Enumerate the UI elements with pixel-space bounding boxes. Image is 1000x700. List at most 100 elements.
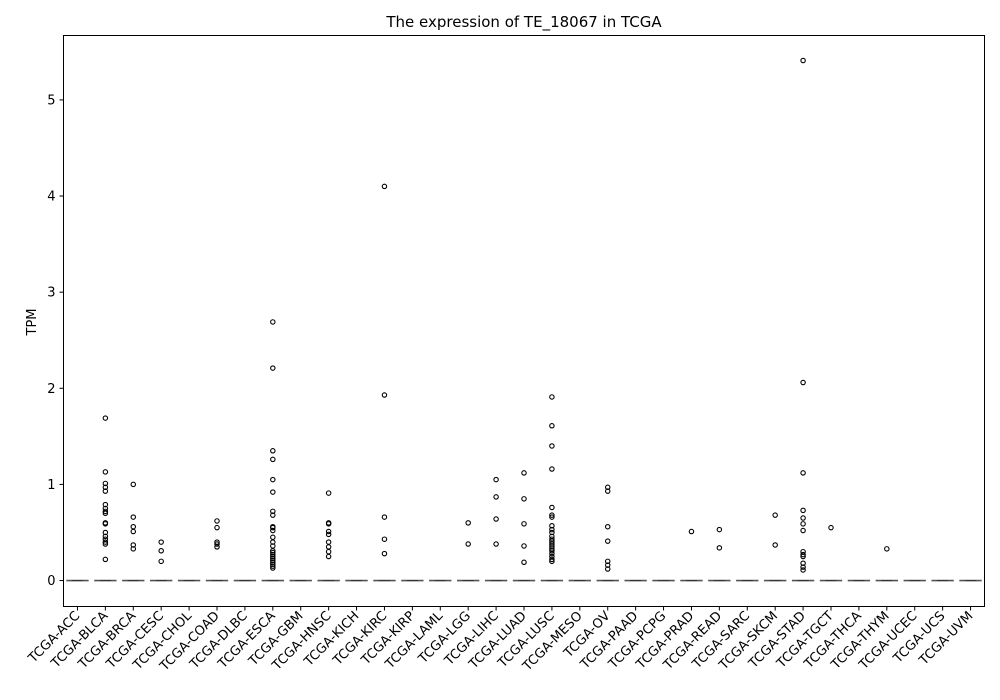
- outlier-point: [130, 481, 137, 488]
- outlier-point: [381, 514, 388, 520]
- outlier-point: [521, 521, 527, 527]
- outlier-point: [214, 518, 220, 524]
- outlier-point: [800, 57, 806, 64]
- outlier-point: [716, 526, 723, 533]
- outlier-point: [604, 488, 611, 494]
- y-tick-label: 2: [47, 382, 55, 397]
- outlier-point: [102, 415, 109, 421]
- outlier-point: [800, 567, 806, 573]
- outlier-point: [214, 541, 220, 547]
- outlier-point: [270, 557, 276, 564]
- outlier-point: [521, 496, 527, 502]
- outlier-point: [158, 539, 164, 545]
- outlier-point: [884, 546, 890, 552]
- outlier-point: [270, 448, 276, 454]
- y-tick-label: 3: [47, 286, 55, 301]
- outlier-point: [800, 564, 806, 570]
- outlier-point: [102, 529, 109, 536]
- outlier-point: [828, 524, 834, 531]
- outlier-point: [549, 529, 555, 536]
- outlier-point: [325, 490, 332, 496]
- outlier-point: [270, 527, 276, 534]
- outlier-point: [604, 484, 611, 491]
- outlier-point: [800, 507, 806, 514]
- outlier-point: [549, 547, 555, 554]
- outlier-point: [270, 549, 276, 556]
- outlier-point: [604, 523, 611, 530]
- outlier-point: [549, 558, 555, 565]
- outlier-point: [688, 528, 695, 535]
- outlier-point: [604, 558, 611, 565]
- outlier-point: [102, 541, 109, 547]
- outlier-point: [549, 514, 555, 520]
- outlier-point: [270, 547, 276, 554]
- outlier-point: [381, 550, 388, 557]
- outlier-point: [270, 489, 276, 495]
- outlier-point: [800, 553, 806, 560]
- outlier-point: [604, 562, 611, 568]
- outlier-point: [270, 476, 276, 483]
- outlier-point: [325, 528, 332, 535]
- outlier-point: [549, 394, 555, 400]
- outlier-point: [102, 484, 109, 491]
- outlier-point: [800, 470, 806, 476]
- outlier-point: [549, 523, 555, 529]
- outlier-point: [270, 565, 276, 571]
- outlier-point: [270, 551, 276, 558]
- outlier-point: [270, 365, 276, 371]
- outlier-point: [214, 524, 220, 531]
- outlier-point: [102, 508, 109, 515]
- outlier-point: [270, 512, 276, 518]
- outlier-point: [270, 508, 276, 515]
- outlier-point: [549, 536, 555, 542]
- outlier-point: [102, 469, 109, 475]
- outlier-point: [772, 542, 778, 548]
- outlier-point: [270, 563, 276, 569]
- outlier-point: [102, 480, 109, 487]
- outlier-point: [549, 504, 555, 511]
- outlier-point: [270, 555, 276, 562]
- chart-title: The expression of TE_18067 in TCGA: [385, 13, 662, 32]
- outlier-point: [549, 556, 555, 563]
- outlier-point: [325, 553, 332, 560]
- outlier-point: [214, 544, 220, 550]
- outlier-point: [549, 540, 555, 546]
- outlier-point: [549, 423, 555, 429]
- outlier-point: [800, 527, 806, 534]
- plot-frame: [63, 35, 985, 607]
- outlier-point: [800, 379, 806, 386]
- outlier-point: [381, 536, 388, 542]
- outlier-point: [381, 392, 388, 398]
- outlier-point: [158, 558, 164, 565]
- outlier-point: [800, 515, 806, 521]
- outlier-point: [604, 538, 611, 544]
- outlier-point: [493, 476, 499, 483]
- y-tick-label: 0: [47, 574, 55, 589]
- outlier-point: [130, 514, 137, 520]
- outlier-point: [772, 512, 778, 518]
- y-tick-label: 4: [47, 190, 55, 205]
- outlier-point: [521, 559, 527, 566]
- outlier-point: [549, 544, 555, 550]
- outlier-point: [549, 538, 555, 544]
- outlier-point: [158, 547, 164, 554]
- outlier-point: [493, 541, 499, 547]
- outlier-point: [130, 528, 137, 535]
- y-tick-label: 5: [47, 93, 55, 108]
- outlier-point: [549, 542, 555, 548]
- outlier-point: [270, 456, 276, 463]
- outlier-point: [130, 542, 137, 548]
- outlier-point: [270, 319, 276, 325]
- outlier-point: [102, 533, 109, 540]
- outlier-point: [549, 443, 555, 449]
- outlier-point: [465, 520, 471, 526]
- y-tick-label: 1: [47, 478, 55, 493]
- outlier-point: [130, 546, 137, 552]
- outlier-point: [102, 501, 109, 508]
- outlier-point: [270, 553, 276, 560]
- outlier-point: [521, 470, 527, 476]
- outlier-point: [800, 551, 806, 558]
- outlier-point: [549, 466, 555, 472]
